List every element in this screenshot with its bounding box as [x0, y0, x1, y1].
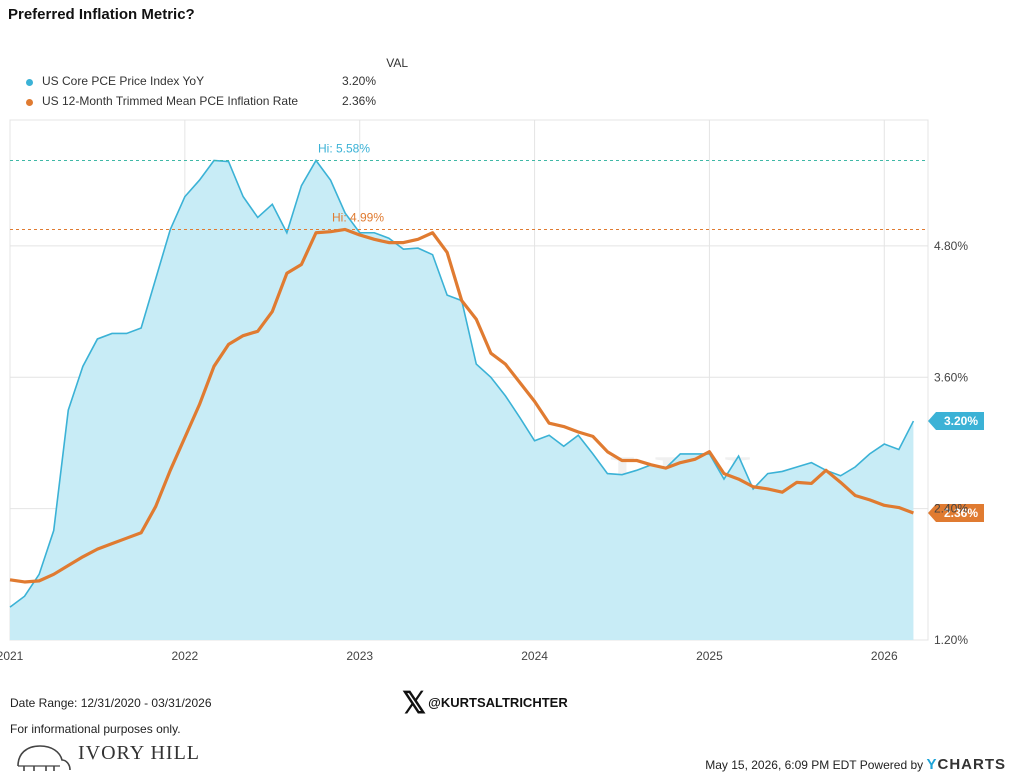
legend-item-trimmed-mean[interactable]: US 12-Month Trimmed Mean PCE Inflation R… — [22, 94, 402, 112]
brand-logo-text: IVORY HILL — [78, 742, 201, 764]
legend-item-label: US 12-Month Trimmed Mean PCE Inflation R… — [42, 94, 299, 108]
legend-item-core-pce[interactable]: US Core PCE Price Index YoY 3.20% — [22, 74, 402, 92]
y-tick-label: 3.60% — [934, 370, 968, 384]
chart-title: Preferred Inflation Metric? — [8, 6, 195, 23]
x-tick-label: 2024 — [521, 649, 548, 663]
chart-plot[interactable]: IVORY HILL Hi: 5.58%Hi: 4.99%3.20%2.36% … — [0, 0, 1024, 680]
core-pce-last-badge-shape — [928, 412, 984, 431]
y-tick-label: 4.80% — [934, 239, 968, 253]
legend-item-value: 3.20% — [341, 74, 376, 88]
x-logo-icon: 𝕏 — [402, 687, 427, 720]
trimmed-mean-last-badge: 2.36% — [928, 504, 984, 523]
trimmed-mean-high-label: Hi: 4.99% — [332, 210, 384, 224]
y-tick-label: 2.40% — [934, 502, 968, 516]
core-pce-last-badge: 3.20% — [928, 412, 984, 431]
x-handle[interactable]: 𝕏 @KURTSALTRICHTER — [402, 686, 568, 721]
disclaimer-text: For informational purposes only. — [10, 722, 181, 736]
legend-value-header: VAL — [386, 56, 408, 70]
trimmed-mean-last-badge-text: 2.36% — [944, 506, 978, 520]
legend-item-value: 2.36% — [341, 94, 376, 108]
trimmed-mean-line — [9, 227, 914, 584]
core-pce-last-badge-text: 3.20% — [944, 414, 978, 428]
x-tick-label: 2022 — [172, 649, 199, 663]
core-pce-high-label: Hi: 5.58% — [318, 142, 370, 156]
legend-item-label: US Core PCE Price Index YoY — [42, 74, 205, 88]
timestamp: May 15, 2026, 6:09 PM EDT Powered by YCH… — [705, 756, 1006, 773]
date-range-label: Date Range: 12/31/2020 - 03/31/2026 — [10, 696, 212, 710]
y-tick-label: 1.20% — [934, 633, 968, 647]
x-handle-text: @KURTSALTRICHTER — [428, 695, 568, 710]
trimmed-mean-last-badge-shape — [928, 504, 984, 523]
x-tick-label: 2023 — [346, 649, 373, 663]
x-tick-label: 2025 — [696, 649, 723, 663]
x-tick-label: 2026 — [871, 649, 898, 663]
timestamp-text: May 15, 2026, 6:09 PM EDT Powered by — [705, 758, 924, 772]
ycharts-logo[interactable]: YCHARTS — [926, 756, 1006, 773]
legend-dot-icon — [26, 79, 33, 86]
elephant-logo-icon — [17, 745, 71, 771]
legend-dot-icon — [26, 99, 33, 106]
core-pce-area — [10, 160, 914, 640]
x-tick-label: 2021 — [0, 649, 24, 663]
